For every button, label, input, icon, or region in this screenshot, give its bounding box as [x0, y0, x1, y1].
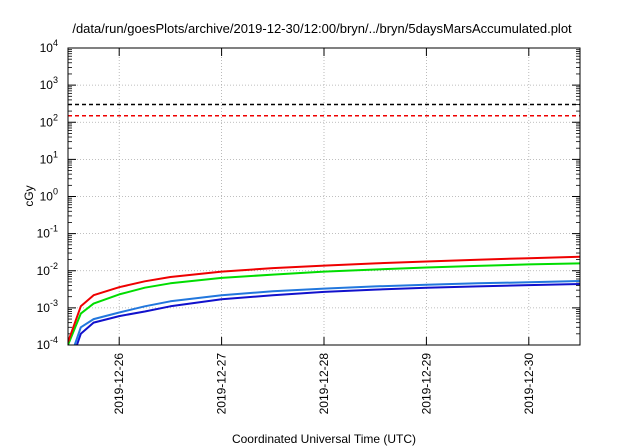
series-layer — [68, 255, 580, 345]
y-tick-label: 10-1 — [37, 224, 58, 241]
reference-lines — [68, 103, 580, 117]
y-tick-label: 101 — [40, 149, 58, 166]
y-tick-label: 10-3 — [37, 298, 58, 315]
series-line — [68, 262, 580, 345]
y-tick-label: 10-4 — [37, 335, 58, 352]
y-tick-label: 102 — [40, 112, 58, 129]
y-tick-label: 104 — [40, 38, 58, 55]
chart-title: /data/run/goesPlots/archive/2019-12-30/1… — [72, 21, 572, 36]
y-axis-ticks: 10-4 10-3 10-2 10-1 100 101 102 103 104 — [37, 38, 580, 352]
x-tick-label: 2019-12-30 — [522, 353, 536, 415]
y-tick-label: 100 — [40, 187, 58, 204]
series-line — [73, 280, 580, 345]
series-line — [75, 283, 580, 345]
x-tick-label: 2019-12-28 — [317, 353, 331, 415]
x-axis-ticks: 2019-12-26 2019-12-27 2019-12-28 2019-12-29… — [112, 48, 536, 414]
y-tick-label: 103 — [40, 75, 58, 92]
y-axis-label: cGy — [22, 185, 36, 206]
x-tick-label: 2019-12-27 — [215, 353, 229, 415]
grid — [68, 48, 580, 345]
x-tick-label: 2019-12-26 — [112, 353, 126, 415]
x-tick-label: 2019-12-29 — [419, 353, 433, 415]
series-line — [68, 255, 580, 343]
y-tick-label: 10-2 — [37, 261, 58, 278]
x-axis-label: Coordinated Universal Time (UTC) — [232, 432, 416, 446]
